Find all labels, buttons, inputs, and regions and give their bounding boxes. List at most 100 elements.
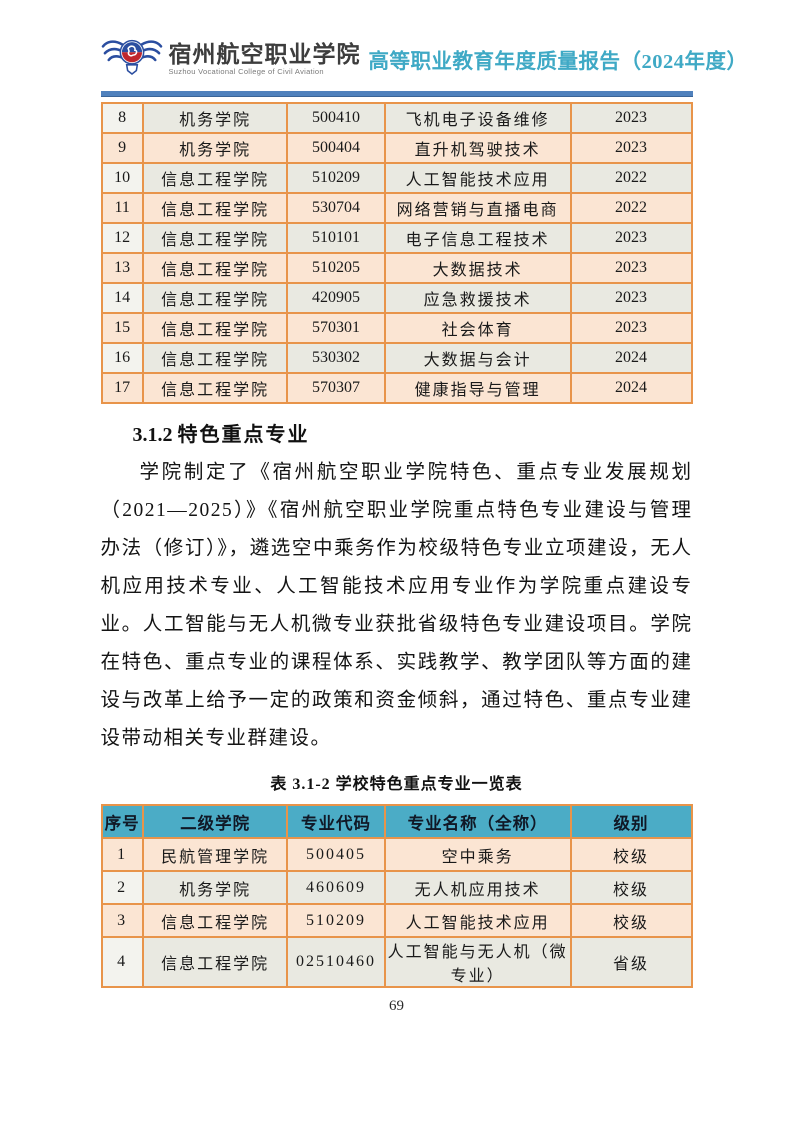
cell-major: 社会体育 xyxy=(383,312,572,344)
cell-no: 15 xyxy=(100,312,144,344)
cell-college: 信息工程学院 xyxy=(141,162,289,194)
cell-code: 510205 xyxy=(286,252,386,284)
header-cell-level: 级别 xyxy=(569,804,693,839)
college-name-cn: 宿州航空职业学院 xyxy=(168,41,361,67)
header-cell-no: 序号 xyxy=(100,804,144,839)
cell-major: 网络营销与直播电商 xyxy=(383,192,572,224)
cell-college: 信息工程学院 xyxy=(141,903,289,938)
cell-no: 1 xyxy=(100,837,144,872)
table-caption: 表 3.1-2 学校特色重点专业一览表 xyxy=(270,776,523,793)
cell-year: 2023 xyxy=(569,282,693,314)
cell-no: 17 xyxy=(100,372,144,404)
cell-code: 510101 xyxy=(286,222,386,254)
cell-code: 530302 xyxy=(286,342,386,374)
section-number: 3.1.2 xyxy=(132,424,173,446)
page-number: 69 xyxy=(389,998,404,1014)
wings-emblem-icon xyxy=(101,39,162,75)
cell-major: 飞机电子设备维修 xyxy=(383,102,572,134)
cell-year: 2023 xyxy=(569,132,693,164)
table-row: 8 机务学院 500410 飞机电子设备维修 2023 xyxy=(100,102,693,134)
cell-no: 8 xyxy=(100,102,144,134)
header-cell-code: 专业代码 xyxy=(286,804,386,839)
table-row: 16 信息工程学院 530302 大数据与会计 2024 xyxy=(100,342,693,374)
table-row: 13 信息工程学院 510205 大数据技术 2023 xyxy=(100,252,693,284)
cell-college: 信息工程学院 xyxy=(141,192,289,224)
table-row: 14 信息工程学院 420905 应急救援技术 2023 xyxy=(100,282,693,314)
cell-level: 校级 xyxy=(569,837,693,872)
table-row: 10 信息工程学院 510209 人工智能技术应用 2022 xyxy=(100,162,693,194)
cell-year: 2023 xyxy=(569,252,693,284)
cell-major: 人工智能与无人机（微专业） xyxy=(383,936,572,988)
cell-no: 9 xyxy=(100,132,144,164)
cell-code: 500405 xyxy=(286,837,386,872)
cell-code: 570301 xyxy=(286,312,386,344)
cell-no: 2 xyxy=(100,870,144,905)
cell-college: 机务学院 xyxy=(141,870,289,905)
cell-year: 2024 xyxy=(569,342,693,374)
table-row: 4 信息工程学院 02510460 人工智能与无人机（微专业） 省级 xyxy=(100,936,693,988)
cell-level: 校级 xyxy=(569,903,693,938)
cell-code: 420905 xyxy=(286,282,386,314)
cell-college: 民航管理学院 xyxy=(141,837,289,872)
cell-major: 直升机驾驶技术 xyxy=(383,132,572,164)
featured-majors-table: 序号 二级学院 专业代码 专业名称（全称） 级别 1 民航管理学院 500405… xyxy=(100,804,693,988)
cell-no: 13 xyxy=(100,252,144,284)
cell-level: 省级 xyxy=(569,936,693,988)
section-title: 特色重点专业 xyxy=(177,424,310,446)
table-row: 3 信息工程学院 510209 人工智能技术应用 校级 xyxy=(100,903,693,938)
cell-major: 人工智能技术应用 xyxy=(383,903,572,938)
table-row: 15 信息工程学院 570301 社会体育 2023 xyxy=(100,312,693,344)
cell-code: 02510460 xyxy=(286,936,386,988)
cell-code: 510209 xyxy=(286,162,386,194)
cell-major: 大数据与会计 xyxy=(383,342,572,374)
cell-code: 500410 xyxy=(286,102,386,134)
cell-major: 健康指导与管理 xyxy=(383,372,572,404)
cell-college: 机务学院 xyxy=(141,132,289,164)
cell-no: 4 xyxy=(100,936,144,988)
table-row: 12 信息工程学院 510101 电子信息工程技术 2023 xyxy=(100,222,693,254)
cell-college: 信息工程学院 xyxy=(141,372,289,404)
cell-year: 2024 xyxy=(569,372,693,404)
cell-code: 530704 xyxy=(286,192,386,224)
cell-code: 570307 xyxy=(286,372,386,404)
cell-code: 500404 xyxy=(286,132,386,164)
cell-year: 2023 xyxy=(569,312,693,344)
report-title: 高等职业教育年度质量报告（2024年度） xyxy=(368,51,748,73)
cell-no: 11 xyxy=(100,192,144,224)
cell-college: 信息工程学院 xyxy=(141,342,289,374)
cell-year: 2022 xyxy=(569,162,693,194)
cell-major: 大数据技术 xyxy=(383,252,572,284)
section-paragraph: 学院制定了《宿州航空职业学院特色、重点专业发展规划（2021—2025）》《宿州… xyxy=(100,462,693,749)
table-row: 17 信息工程学院 570307 健康指导与管理 2024 xyxy=(100,372,693,404)
cell-no: 3 xyxy=(100,903,144,938)
cell-major: 空中乘务 xyxy=(383,837,572,872)
cell-major: 无人机应用技术 xyxy=(383,870,572,905)
cell-no: 12 xyxy=(100,222,144,254)
header-divider xyxy=(100,91,693,97)
college-name-block: 宿州航空职业学院 Suzhou Vocational College of Ci… xyxy=(169,41,361,77)
cell-college: 信息工程学院 xyxy=(141,222,289,254)
cell-code: 460609 xyxy=(286,870,386,905)
cell-no: 14 xyxy=(100,282,144,314)
cell-year: 2023 xyxy=(569,222,693,254)
cell-major: 应急救援技术 xyxy=(383,282,572,314)
cell-year: 2023 xyxy=(569,102,693,134)
table-header-row: 序号 二级学院 专业代码 专业名称（全称） 级别 xyxy=(100,804,693,839)
cell-code: 510209 xyxy=(286,903,386,938)
college-name-en: Suzhou Vocational College of Civil Aviat… xyxy=(168,67,324,76)
table-row: 2 机务学院 460609 无人机应用技术 校级 xyxy=(100,870,693,905)
header-cell-major: 专业名称（全称） xyxy=(383,804,572,839)
cell-no: 10 xyxy=(100,162,144,194)
cell-year: 2022 xyxy=(569,192,693,224)
cell-college: 机务学院 xyxy=(141,102,289,134)
majors-table-continued: 8 机务学院 500410 飞机电子设备维修 2023 9 机务学院 50040… xyxy=(100,102,693,404)
table-row: 9 机务学院 500404 直升机驾驶技术 2023 xyxy=(100,132,693,164)
table-row: 11 信息工程学院 530704 网络营销与直播电商 2022 xyxy=(100,192,693,224)
page-header: 宿州航空职业学院 Suzhou Vocational College of Ci… xyxy=(101,34,747,84)
cell-college: 信息工程学院 xyxy=(141,312,289,344)
cell-college: 信息工程学院 xyxy=(141,936,289,988)
cell-major: 电子信息工程技术 xyxy=(383,222,572,254)
cell-level: 校级 xyxy=(569,870,693,905)
cell-college: 信息工程学院 xyxy=(141,252,289,284)
